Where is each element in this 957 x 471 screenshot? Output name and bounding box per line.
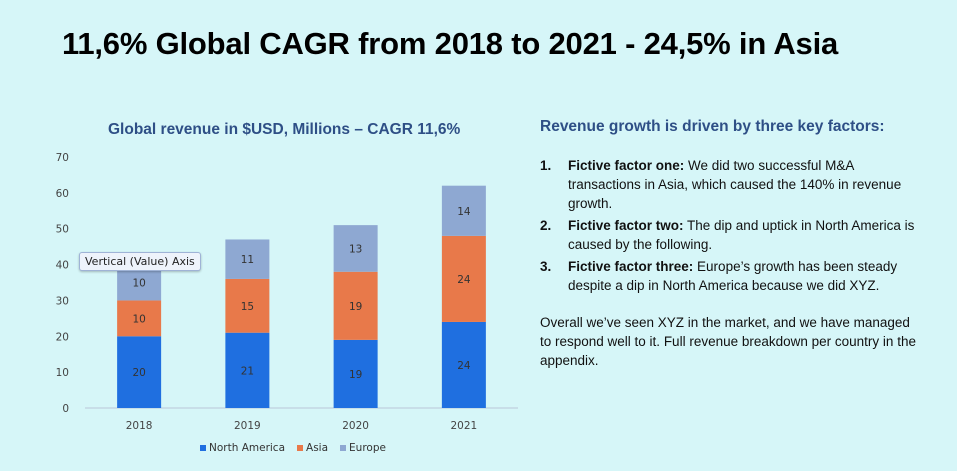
bar-segment-europe [225, 239, 270, 279]
y-tick-label: 30 [56, 295, 69, 307]
factor-item: 2. Fictive factor two: The dip and uptick… [540, 216, 920, 254]
factor-text: We did two successful M&A transactions i… [568, 158, 902, 211]
factor-number: 1. [540, 158, 552, 173]
factor-lead: Fictive factor two: [568, 218, 684, 233]
bar-data-label: 11 [241, 254, 254, 266]
right-panel: Revenue growth is driven by three key fa… [540, 118, 920, 370]
chart-legend: North America Asia Europe [200, 442, 386, 454]
bar-segment-asia [117, 300, 162, 337]
bar-data-label: 13 [349, 243, 362, 255]
y-tick-label: 0 [62, 403, 69, 415]
bar-data-label: 14 [457, 206, 471, 218]
bar-segment-asia [333, 271, 378, 340]
bar-data-label: 21 [241, 365, 254, 377]
bar-data-label: 10 [132, 313, 145, 325]
summary-paragraph: Overall we’ve seen XYZ in the market, an… [540, 315, 916, 368]
bar-segment-north-america [441, 321, 486, 408]
bar-data-label: 24 [457, 274, 471, 286]
bar-segment-europe [441, 185, 486, 236]
stacked-bar-chart: 0 10 20 30 40 50 60 70 20 10 10 2018 21 15 11 2019 19 19 1… [56, 152, 518, 432]
legend-swatch [340, 445, 347, 451]
chart-title: Global revenue in $USD, Millions – CAGR … [108, 121, 461, 138]
bar-data-label: 19 [349, 301, 362, 313]
legend-label: Asia [306, 442, 329, 454]
y-tick-label: 40 [56, 260, 69, 272]
bar-data-label: 20 [132, 367, 145, 379]
legend-item-europe[interactable]: Europe [340, 442, 386, 454]
bar-data-label: 19 [349, 369, 362, 381]
legend-swatch [297, 445, 304, 451]
chart-area[interactable]: 0 10 20 30 40 50 60 70 20 10 10 2018 21 15 11 2019 19 19 1… [50, 145, 530, 465]
x-tick-label: 2021 [451, 420, 478, 432]
y-tick-label: 60 [56, 188, 69, 200]
legend-item-asia[interactable]: Asia [297, 442, 328, 454]
legend-label: Europe [349, 442, 386, 454]
bar-data-label: 24 [457, 360, 471, 372]
legend-label: North America [209, 442, 286, 454]
y-tick-label: 50 [56, 224, 69, 236]
y-tick-label: 10 [56, 367, 69, 379]
bar-segment-north-america [225, 332, 270, 408]
factor-lead: Fictive factor one: [568, 158, 685, 173]
bar-segment-asia [225, 278, 270, 333]
slide-title: 11,6% Global CAGR from 2018 to 2021 - 24… [62, 26, 839, 61]
factors-list: 1. Fictive factor one: We did two success… [540, 156, 920, 295]
factor-text: Europe’s growth has been steady despite … [568, 259, 898, 293]
bar-segment-north-america [333, 339, 378, 408]
axis-tooltip: Vertical (Value) Axis [79, 252, 201, 271]
x-tick-label: 2019 [234, 420, 261, 432]
bar-data-label: 15 [241, 301, 254, 313]
legend-item-north-america[interactable]: North America [200, 442, 285, 454]
factor-number: 3. [540, 259, 552, 274]
x-tick-label: 2020 [342, 420, 369, 432]
y-tick-label: 20 [56, 331, 69, 343]
bar-segment-north-america [117, 336, 162, 408]
factor-text: The dip and uptick in North America is c… [568, 218, 915, 252]
factors-heading: Revenue growth is driven by three key fa… [540, 118, 885, 135]
bar-data-label: 10 [132, 278, 145, 290]
bar-segment-europe [333, 225, 378, 272]
factor-number: 2. [540, 218, 552, 233]
x-tick-label: 2018 [126, 420, 153, 432]
y-tick-label: 70 [56, 152, 69, 164]
factor-lead: Fictive factor three: [568, 259, 694, 274]
factor-item: 1. Fictive factor one: We did two success… [540, 156, 920, 213]
bar-segment-asia [441, 235, 486, 322]
legend-swatch [200, 445, 206, 451]
factor-item: 3. Fictive factor three: Europe’s growth … [540, 257, 920, 295]
